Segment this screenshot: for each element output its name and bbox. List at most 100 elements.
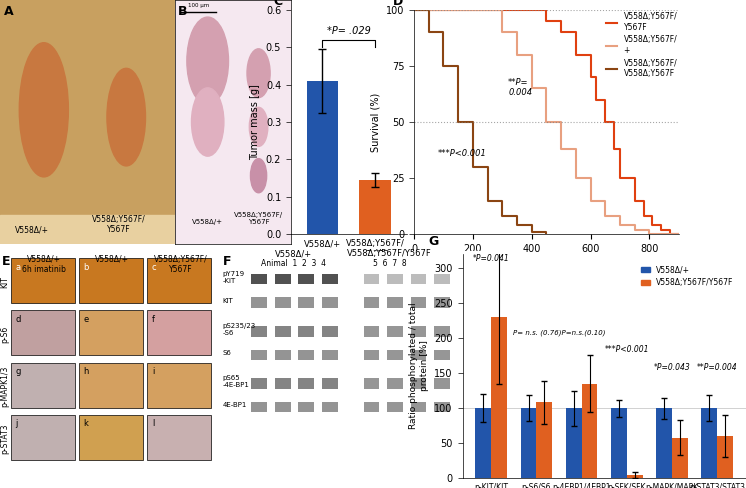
V558Δ;Y567F/+: [674, 231, 683, 237]
V558Δ;Y567F
V558Δ;Y567F: [513, 223, 521, 228]
V558Δ;Y567F
V558Δ;Y567F: [468, 164, 477, 170]
V558Δ;Y567F/Y567F: [674, 231, 683, 237]
Text: p-STAT3: p-STAT3: [0, 423, 9, 453]
Text: F: F: [222, 255, 231, 268]
Bar: [298, 402, 314, 412]
Bar: [410, 298, 427, 308]
V558Δ;Y567F
V558Δ;Y567F: [527, 229, 536, 235]
Bar: [322, 326, 337, 337]
Text: h: h: [84, 367, 89, 376]
V558Δ;Y567F/+: [601, 213, 609, 219]
Bar: [410, 378, 427, 388]
Bar: [322, 274, 337, 285]
Bar: [322, 402, 337, 412]
Ellipse shape: [19, 42, 69, 177]
Text: g: g: [16, 367, 21, 376]
Bar: [364, 326, 380, 337]
Bar: [148, 363, 211, 407]
Bar: [387, 402, 403, 412]
Bar: [521, 408, 536, 478]
V558Δ;Y567F/Y567F: [615, 175, 624, 181]
Text: ***P<0.001: ***P<0.001: [438, 149, 486, 158]
Bar: [298, 349, 314, 360]
V558Δ;Y567F/+: [513, 52, 521, 58]
Text: D: D: [393, 0, 403, 8]
Bar: [475, 408, 491, 478]
Bar: [322, 378, 337, 388]
V558Δ;Y567F/+: [410, 7, 419, 13]
Bar: [11, 363, 75, 407]
Text: E: E: [2, 255, 10, 268]
Text: f: f: [152, 315, 155, 324]
Bar: [275, 349, 291, 360]
Text: V558Δ;Y567F/
Y567F: V558Δ;Y567F/ Y567F: [154, 255, 207, 274]
Text: V558Δ/+: V558Δ/+: [95, 255, 129, 264]
Bar: [148, 415, 211, 460]
Text: pS65
-4E-BP1: pS65 -4E-BP1: [222, 375, 250, 388]
Text: G: G: [428, 235, 439, 248]
V558Δ;Y567F/Y567F: [648, 223, 656, 228]
V558Δ;Y567F/+: [586, 198, 595, 203]
Text: V558Δ/+
6h imatinib: V558Δ/+ 6h imatinib: [22, 255, 66, 274]
Bar: [434, 274, 450, 285]
V558Δ;Y567F/+: [498, 29, 507, 35]
Bar: [298, 378, 314, 388]
V558Δ;Y567F/Y567F: [527, 7, 536, 13]
Text: p-MAPK1/3: p-MAPK1/3: [0, 366, 9, 407]
Text: *P=0.041: *P=0.041: [473, 254, 510, 263]
Bar: [565, 408, 582, 478]
Bar: [410, 326, 427, 337]
Text: *P=0.043: *P=0.043: [653, 363, 691, 371]
Text: **P=0.004: **P=0.004: [697, 363, 738, 371]
Text: 5  6  7  8: 5 6 7 8: [373, 259, 407, 267]
Bar: [701, 408, 718, 478]
Text: c: c: [152, 263, 157, 272]
Text: l: l: [152, 419, 154, 428]
V558Δ;Y567F/+: [557, 146, 565, 152]
Text: Animal  1  2  3  4: Animal 1 2 3 4: [260, 259, 326, 267]
Bar: [434, 326, 450, 337]
Bar: [360, 180, 391, 234]
Bar: [11, 259, 75, 304]
Bar: [536, 403, 552, 478]
V558Δ;Y567F/Y567F: [665, 231, 674, 237]
Text: p-S6: p-S6: [0, 325, 9, 343]
Bar: [322, 349, 337, 360]
Bar: [387, 298, 403, 308]
Bar: [79, 310, 143, 355]
Bar: [387, 326, 403, 337]
Bar: [148, 310, 211, 355]
V558Δ;Y567F/Y567F: [557, 29, 565, 35]
Bar: [364, 274, 380, 285]
Ellipse shape: [107, 68, 145, 166]
Legend: V558Δ;Y567F/
Y567F, V558Δ;Y567F/
+, V558Δ;Y567F/
V558Δ;Y567F: V558Δ;Y567F/ Y567F, V558Δ;Y567F/ +, V558…: [603, 9, 680, 81]
Bar: [251, 326, 267, 337]
Text: KIT: KIT: [0, 276, 9, 288]
Bar: [656, 408, 672, 478]
Bar: [11, 415, 75, 460]
Line: V558Δ;Y567F/Y567F: V558Δ;Y567F/Y567F: [414, 10, 679, 234]
Bar: [79, 363, 143, 407]
Circle shape: [186, 17, 228, 105]
Bar: [364, 349, 380, 360]
V558Δ;Y567F/Y567F: [542, 18, 551, 24]
V558Δ;Y567F/Y567F: [630, 198, 639, 203]
V558Δ;Y567F/Y567F: [592, 97, 601, 102]
Line: V558Δ;Y567F
V558Δ;Y567F: V558Δ;Y567F V558Δ;Y567F: [414, 10, 546, 234]
Text: V558Δ;Y567F/
Y567F: V558Δ;Y567F/ Y567F: [93, 215, 146, 234]
V558Δ;Y567F
V558Δ;Y567F: [410, 7, 419, 13]
Text: i: i: [152, 367, 154, 376]
Legend: V558Δ/+, V558Δ;Y567F/Y567F: V558Δ/+, V558Δ;Y567F/Y567F: [638, 262, 736, 290]
V558Δ;Y567F/+: [571, 175, 580, 181]
V558Δ;Y567F/+: [615, 223, 624, 228]
Bar: [387, 378, 403, 388]
Text: ***P<0.001: ***P<0.001: [604, 345, 649, 354]
V558Δ;Y567F/Y567F: [586, 74, 595, 80]
Bar: [275, 326, 291, 337]
Bar: [79, 259, 143, 304]
Bar: [410, 274, 427, 285]
Bar: [0, 215, 175, 244]
Text: V558Δ;Y567F/
Y567F: V558Δ;Y567F/ Y567F: [234, 212, 283, 225]
Text: V558Δ/+: V558Δ/+: [275, 249, 312, 258]
V558Δ;Y567F/Y567F: [601, 119, 609, 125]
